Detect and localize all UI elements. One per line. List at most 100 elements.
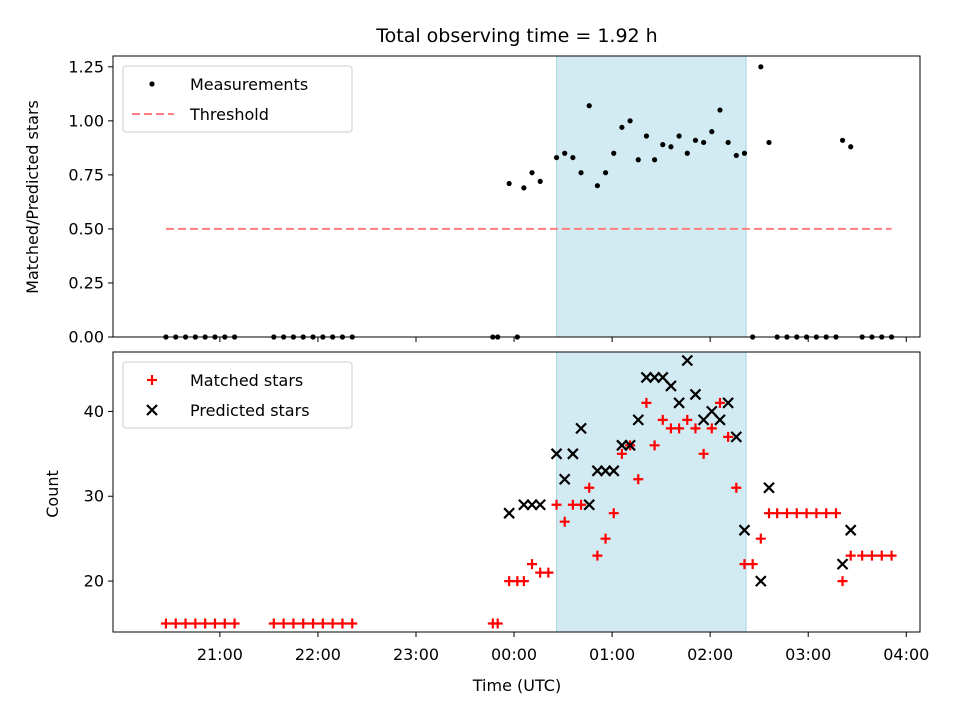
matched-star-marker <box>690 423 701 434</box>
predicted-star-marker <box>558 473 571 486</box>
series-matched-stars <box>160 397 897 629</box>
matched-star-marker <box>608 508 619 519</box>
measurement-point <box>586 103 592 109</box>
matched-star-marker <box>674 423 685 434</box>
matched-star-marker <box>791 508 802 519</box>
matched-star-marker <box>641 397 652 408</box>
y-tick-label: 40 <box>84 402 104 421</box>
matched-star-marker <box>747 559 758 570</box>
panel-ratio: 0.00 0.25 0.50 0.75 1.00 1.25 Measurements Thre… <box>68 55 921 347</box>
matched-star-marker <box>706 423 717 434</box>
measurement-point <box>594 183 600 189</box>
measurement-point <box>643 133 650 139</box>
measurement-point <box>676 133 682 139</box>
x-tick-label: 21:00 <box>197 645 243 664</box>
predicted-star-marker <box>575 422 587 435</box>
matched-star-marker <box>682 414 693 425</box>
top-ylabel: Matched/Predicted stars <box>23 100 42 294</box>
legend-box <box>122 65 353 133</box>
measurement-point <box>733 152 739 159</box>
matched-star-marker <box>492 618 503 629</box>
x-tick-label: 03:00 <box>785 645 831 664</box>
predicted-star-marker <box>567 448 579 460</box>
measurement-point <box>668 144 674 150</box>
matched-star-marker <box>633 474 644 485</box>
measurement-point <box>611 150 617 156</box>
legend: Matched stars Predicted stars <box>122 361 353 429</box>
y-tick-label: 20 <box>84 572 104 591</box>
measurement-point <box>529 170 535 176</box>
predicted-star-marker <box>607 465 620 477</box>
measurement-point <box>602 170 609 176</box>
y-tick-label: 0.00 <box>68 328 104 347</box>
matched-star-marker <box>559 516 570 527</box>
matched-star-marker <box>308 618 319 629</box>
legend-label: Predicted stars <box>190 401 310 420</box>
legend-label: Threshold <box>189 105 269 124</box>
chart-title: Total observing time = 1.92 h <box>375 25 657 47</box>
x-tick-label: 02:00 <box>687 645 733 664</box>
matched-star-marker <box>857 550 868 561</box>
measurement-point <box>758 64 764 70</box>
x-tick-label: 22:00 <box>295 645 341 664</box>
xlabel: Time (UTC) <box>472 676 561 695</box>
matched-star-marker <box>811 508 822 519</box>
matched-star-marker <box>616 448 627 459</box>
measurement-point <box>537 178 543 184</box>
matched-star-marker <box>170 618 181 629</box>
measurement-point <box>562 150 568 156</box>
y-tick-label: 1.00 <box>68 111 104 130</box>
predicted-star-marker <box>583 498 596 511</box>
legend-marker <box>147 375 157 385</box>
legend-marker <box>149 81 155 87</box>
bottom-ylabel: Count <box>43 470 62 518</box>
y-tick-label: 0.75 <box>68 165 104 184</box>
x-tick-label: 01:00 <box>589 645 635 664</box>
panel-count: 20 30 40 21:00 22:00 23:00 00:00 01:00 02:00 03:0… <box>84 351 929 664</box>
matched-star-marker <box>298 618 309 629</box>
y-tick-label: 0.50 <box>68 219 104 238</box>
matched-star-marker <box>649 440 660 451</box>
matched-star-marker <box>714 397 725 408</box>
predicted-star-marker <box>632 414 645 426</box>
matched-star-marker <box>592 550 603 561</box>
matched-star-marker <box>209 618 220 629</box>
matched-star-marker <box>288 618 299 629</box>
matched-star-marker <box>543 567 554 578</box>
predicted-star-marker <box>624 439 636 452</box>
measurement-point <box>553 154 560 161</box>
predicted-star-marker <box>836 558 849 570</box>
axes-frame <box>112 351 921 633</box>
predicted-star-marker <box>844 524 857 536</box>
predicted-star-marker <box>534 498 546 511</box>
legend-box <box>122 361 353 429</box>
observing-window-band <box>556 55 747 338</box>
y-tick-label: 30 <box>84 487 104 506</box>
measurement-point <box>848 144 854 150</box>
predicted-star-marker <box>673 397 685 409</box>
predicted-star-marker <box>689 388 702 401</box>
measurement-point <box>619 124 625 130</box>
predicted-star-marker <box>730 431 743 443</box>
measurement-point <box>692 137 699 143</box>
matched-star-marker <box>180 618 191 629</box>
predicted-star-marker <box>738 524 751 536</box>
matched-star-marker <box>830 508 841 519</box>
measurement-point <box>651 157 658 163</box>
matched-star-marker <box>772 508 783 519</box>
y-tick-label: 1.25 <box>68 57 104 76</box>
measurement-point <box>717 107 723 113</box>
matched-star-marker <box>268 618 279 629</box>
matched-star-marker <box>190 618 201 629</box>
measurement-point <box>839 137 846 143</box>
legend-label: Measurements <box>190 75 308 94</box>
measurement-point <box>578 170 584 176</box>
matched-star-marker <box>845 550 856 561</box>
matched-star-marker <box>876 550 887 561</box>
matched-star-marker <box>518 576 529 587</box>
matched-star-marker <box>781 508 792 519</box>
matched-star-marker <box>837 576 848 587</box>
matched-star-marker <box>278 618 289 629</box>
matched-star-marker <box>527 559 538 570</box>
matched-star-marker <box>219 618 230 629</box>
